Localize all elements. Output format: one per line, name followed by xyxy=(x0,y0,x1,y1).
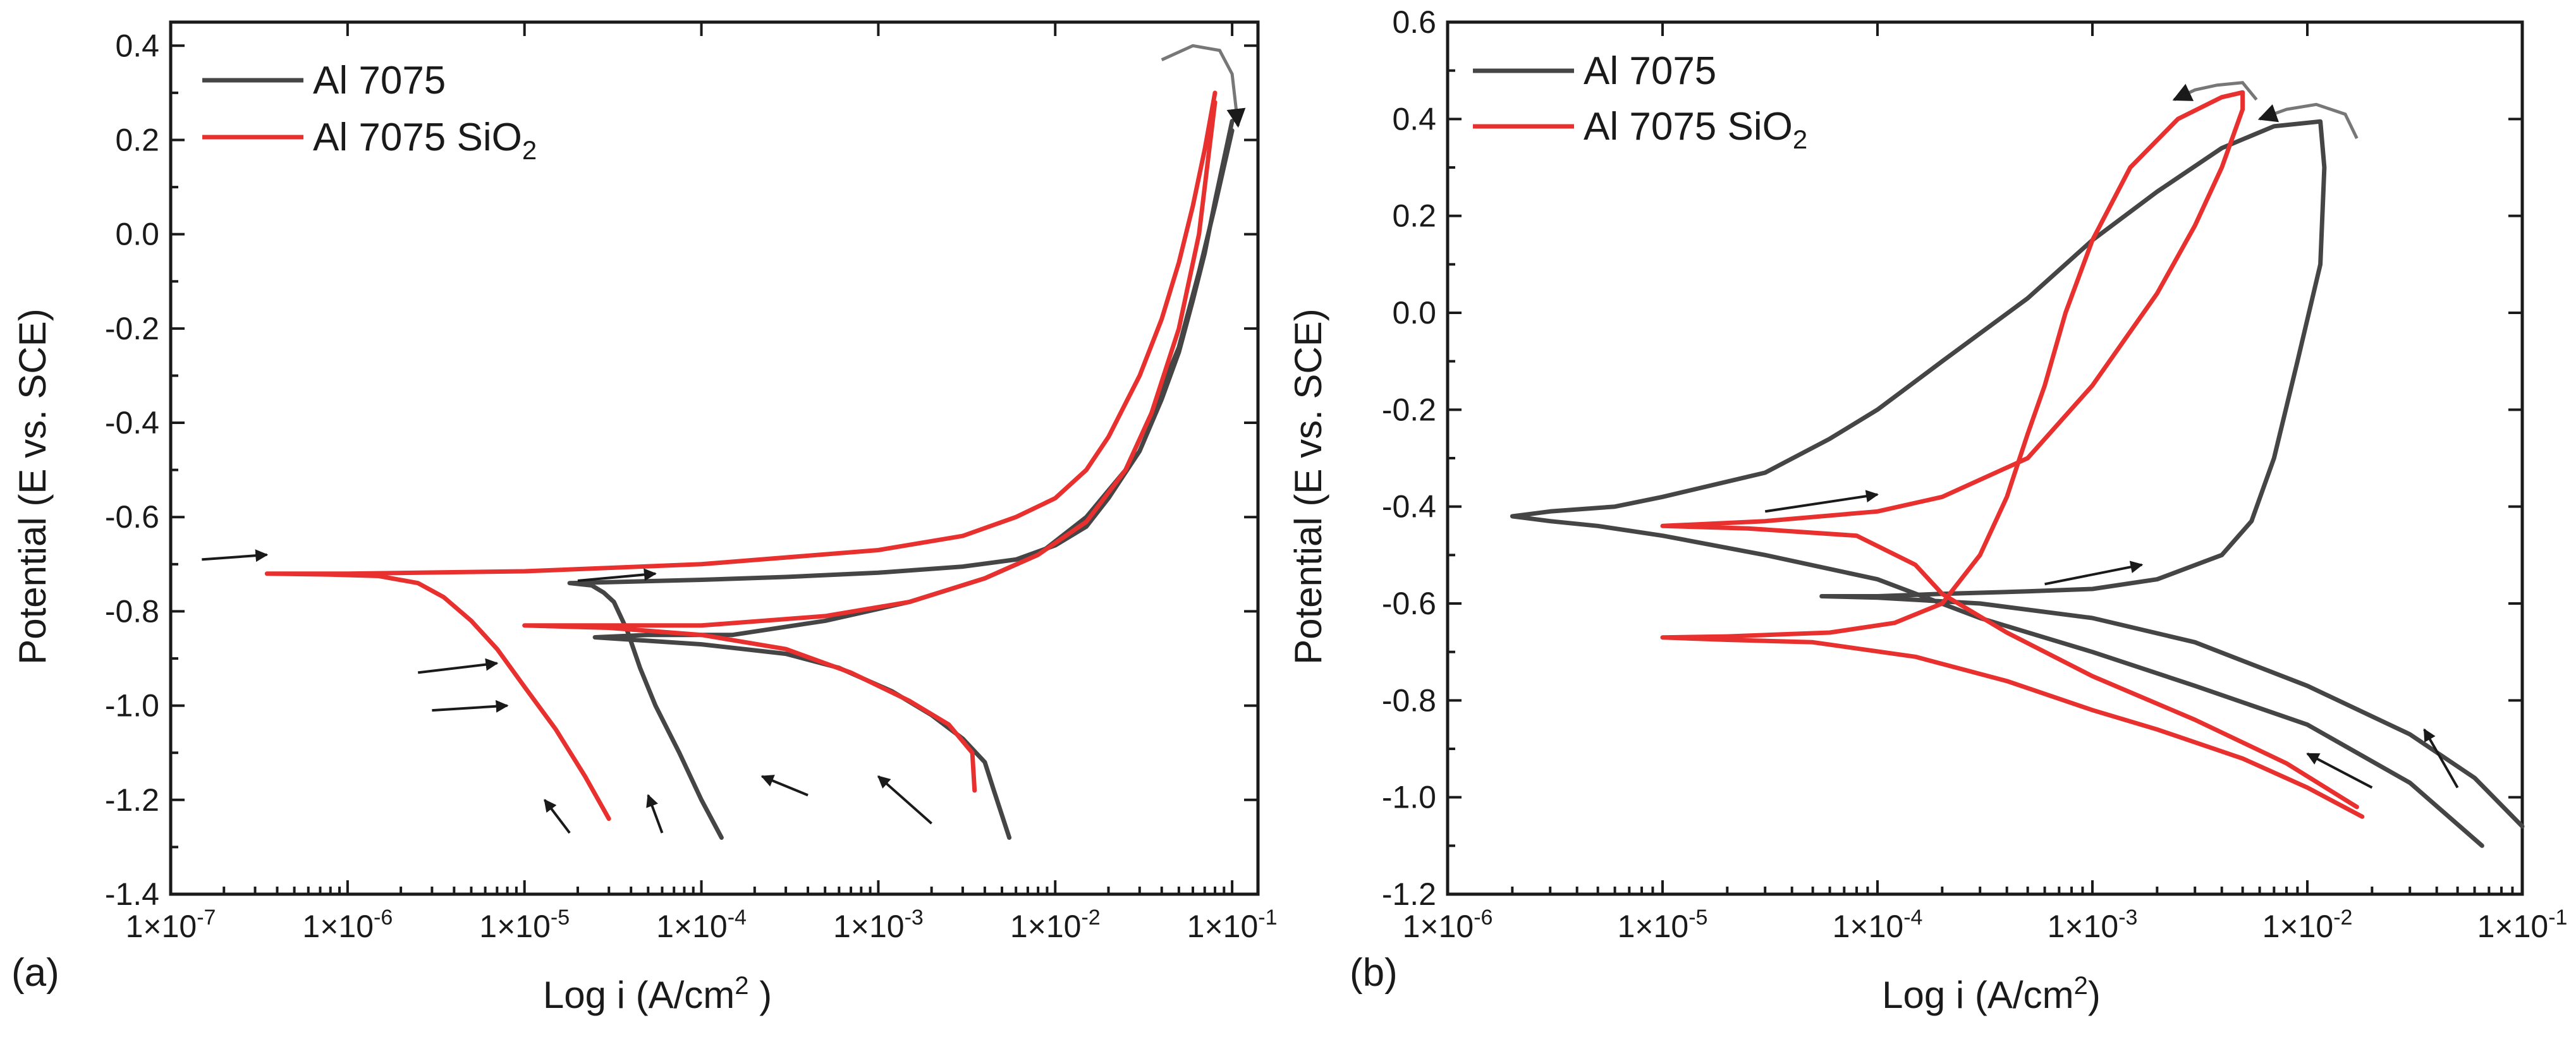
y-tick-label-a: -0.8 xyxy=(105,593,159,629)
x-axis-title-b-main: Log i (A/cm xyxy=(1882,974,2073,1016)
y-tick-label-b: -0.8 xyxy=(1382,682,1436,718)
scan-direction-arrow-a xyxy=(417,658,499,674)
scan-direction-arrow-b xyxy=(1764,490,1879,513)
series-line-b-al7075_sio2 xyxy=(1660,90,2365,819)
legend-a-label-sio2-main: Al 7075 SiO xyxy=(313,116,522,159)
x-axis-title-b: Log i (A/cm2) xyxy=(1882,972,2101,1016)
x-tick-label-a: 1×10-6 xyxy=(302,906,393,944)
scan-direction-arrow-b xyxy=(2044,561,2144,586)
y-tick-label-a: 0.2 xyxy=(115,122,159,157)
y-tick-label-b: -1.0 xyxy=(1382,780,1436,815)
legend-a: Al 7075 Al 7075 SiO2 xyxy=(202,59,537,165)
y-tick-label-a: 0.4 xyxy=(115,28,159,63)
legend-b-label-sio2-sub: 2 xyxy=(1793,124,1807,154)
x-tick-label-b: 1×10-2 xyxy=(2262,906,2353,944)
panel-b: (b) Potential (E vs. SCE) Log i (A/cm2) … xyxy=(1287,4,2567,1016)
series-line-a-al7075_sio2_b xyxy=(522,100,1218,793)
x-tick-label-b: 1×10-6 xyxy=(1403,906,1493,944)
x-tick-label-a: 1×10-2 xyxy=(1010,906,1101,944)
series-line-b-al7075_cath xyxy=(1510,119,2525,848)
y-tick-label-b: -0.4 xyxy=(1382,489,1436,525)
x-axis-title-a-main: Log i (A/cm xyxy=(543,974,735,1016)
y-axis-title-a: Potential (E vs. SCE) xyxy=(11,308,54,665)
y-tick-label-a: -0.6 xyxy=(105,499,159,535)
scan-direction-arrow-a xyxy=(760,775,809,797)
y-tick-label-a: 0.0 xyxy=(115,217,159,252)
x-tick-label-a: 1×10-3 xyxy=(833,906,924,944)
curl-arrow-a xyxy=(1161,44,1246,128)
y-tick-label-b: 0.6 xyxy=(1392,4,1436,40)
y-tick-label-a: -1.0 xyxy=(105,688,159,724)
x-tick-label-a: 1×10-4 xyxy=(656,906,747,944)
x-tick-label-b: 1×10-4 xyxy=(1833,906,1923,944)
plot-frame-b xyxy=(1446,20,2524,896)
x-tick-label-a: 1×10-5 xyxy=(479,906,570,944)
x-tick-label-a: 1×10-1 xyxy=(1187,906,1278,944)
x-tick-label-b: 1×10-5 xyxy=(1618,906,1708,944)
scan-direction-arrow-a xyxy=(877,775,932,825)
series-line-a-al7075 xyxy=(567,119,1235,840)
y-tick-label-a: -0.4 xyxy=(105,405,159,440)
scan-direction-arrow-a xyxy=(577,568,657,582)
legend-a-label-sio2-sub: 2 xyxy=(522,135,537,165)
y-tick-label-b: -0.6 xyxy=(1382,586,1436,621)
legend-b-label-al7075: Al 7075 xyxy=(1584,49,1716,93)
legend-b: Al 7075 Al 7075 SiO2 xyxy=(1473,49,1807,154)
y-tick-label-a: -1.2 xyxy=(105,782,159,818)
x-axis-title-b-sup: 2 xyxy=(2074,972,2088,1000)
scan-direction-arrow-b xyxy=(2306,752,2373,789)
curl-arrow-b xyxy=(2257,102,2359,140)
y-tick-label-b: -1.2 xyxy=(1382,876,1436,912)
scan-direction-arrow-a xyxy=(432,700,509,713)
series-line-a-al7075_sio2 xyxy=(264,90,1218,822)
legend-b-label-sio2: Al 7075 SiO2 xyxy=(1584,105,1807,154)
series-line-a-al7075_b xyxy=(592,128,1235,840)
legend-b-label-sio2-main: Al 7075 SiO xyxy=(1584,105,1793,149)
scan-direction-arrow-a xyxy=(202,549,269,562)
x-axis-title-a-sup: 2 xyxy=(735,972,748,1000)
x-tick-label-b: 1×10-3 xyxy=(2048,906,2138,944)
panel-label-a: (a) xyxy=(11,951,59,995)
plot-frame-a xyxy=(169,20,1260,896)
y-tick-label-b: 0.0 xyxy=(1392,295,1436,331)
x-tick-label-a: 1×10-7 xyxy=(126,906,216,944)
curl-arrow-b xyxy=(2172,81,2258,101)
y-tick-label-b: 0.2 xyxy=(1392,198,1436,234)
x-axis-title-b-end: ) xyxy=(2088,974,2101,1016)
scan-direction-arrow-b xyxy=(2423,728,2459,789)
y-axis-title-b: Potential (E vs. SCE) xyxy=(1287,308,1329,665)
panel-label-b: (b) xyxy=(1350,951,1398,995)
legend-a-label-al7075: Al 7075 xyxy=(313,59,446,102)
y-tick-label-b: 0.4 xyxy=(1392,101,1436,136)
scan-direction-arrow-a xyxy=(646,794,664,834)
x-axis-title-a-end: ) xyxy=(749,974,772,1016)
x-axis-title-a: Log i (A/cm2 ) xyxy=(543,972,772,1016)
y-tick-label-b: -0.2 xyxy=(1382,392,1436,427)
scan-direction-arrow-a xyxy=(543,799,571,834)
x-tick-label-b: 1×10-1 xyxy=(2477,906,2568,944)
panel-a: (a) Potential (E vs. SCE) Log i (A/cm2 )… xyxy=(11,20,1278,1016)
legend-a-label-sio2: Al 7075 SiO2 xyxy=(313,116,537,165)
y-tick-label-a: -1.4 xyxy=(105,876,159,912)
y-tick-label-a: -0.2 xyxy=(105,311,159,346)
